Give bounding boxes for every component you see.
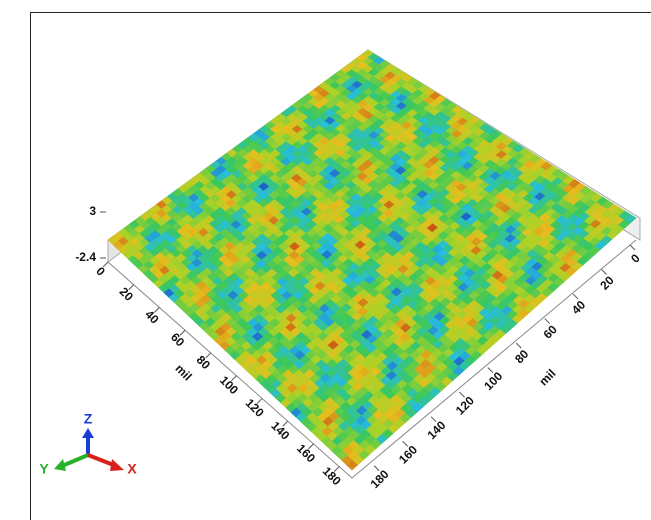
y-tick: [430, 416, 437, 423]
surface: [107, 49, 637, 471]
y-tick: [515, 342, 522, 349]
y-tick: [402, 440, 408, 447]
surface-cell: [624, 214, 637, 224]
y-tick: [572, 293, 579, 300]
y-tick: [601, 269, 607, 275]
x-tick: [333, 466, 340, 472]
y-tick: [544, 318, 551, 324]
x-tick: [282, 420, 289, 427]
triad-z-label: Z: [84, 411, 93, 427]
triad-y-label: Y: [39, 461, 49, 477]
triad-x-label: X: [127, 461, 137, 477]
triad-x-head: [110, 459, 124, 471]
base-edge: [107, 239, 637, 479]
x-tick: [231, 375, 237, 382]
x-tick: [308, 443, 314, 450]
triad-z-head: [82, 428, 94, 438]
triad-y-head: [54, 459, 66, 471]
x-tick: [154, 307, 160, 313]
y-tick: [487, 367, 494, 373]
x-tick: [102, 261, 109, 268]
y-tick: [373, 465, 380, 472]
triad-y-arrow: [61, 453, 89, 468]
x-tick: [128, 284, 135, 291]
z-tick-label: 3: [89, 204, 96, 218]
y-tick: [459, 391, 465, 398]
x-tick: [179, 329, 186, 336]
y-tick: [629, 244, 636, 251]
x-tick: [205, 352, 212, 359]
z-tick-label: -2.4: [75, 250, 96, 264]
x-tick: [256, 398, 263, 404]
